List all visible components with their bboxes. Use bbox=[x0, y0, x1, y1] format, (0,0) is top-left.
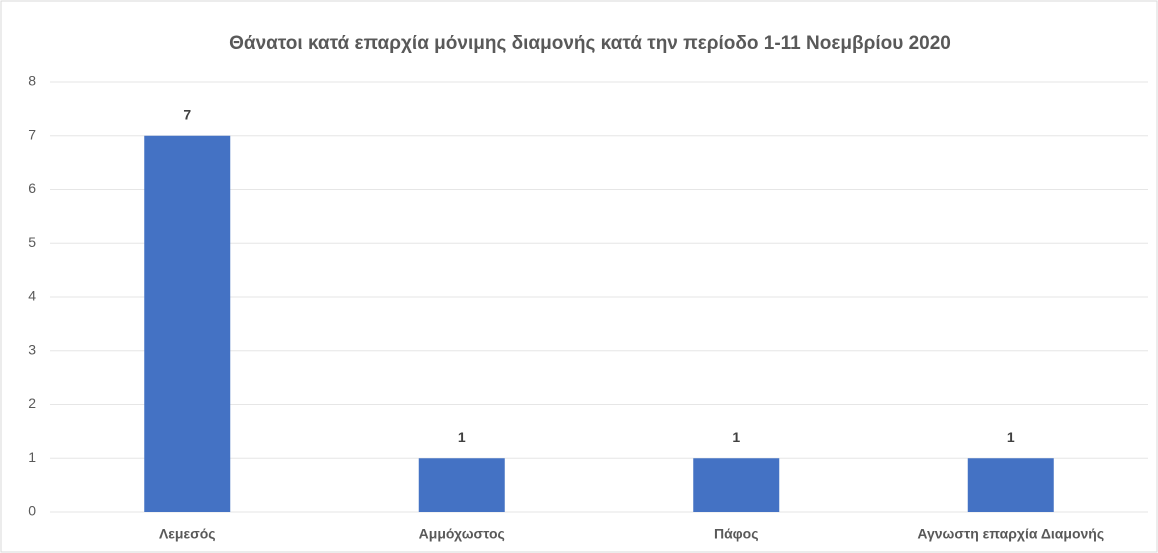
y-tick-label: 8 bbox=[28, 73, 36, 89]
data-label: 1 bbox=[1007, 429, 1015, 445]
y-tick-label: 2 bbox=[28, 395, 36, 411]
y-tick-label: 6 bbox=[28, 180, 36, 196]
data-label: 1 bbox=[732, 429, 740, 445]
y-tick-label: 3 bbox=[28, 341, 36, 357]
bar bbox=[693, 458, 780, 512]
y-tick-label: 0 bbox=[28, 503, 36, 519]
y-tick-label: 1 bbox=[28, 449, 36, 465]
y-tick-label: 5 bbox=[28, 234, 36, 250]
bar bbox=[967, 458, 1054, 512]
x-tick-label: Λεμεσός bbox=[159, 526, 216, 542]
x-tick-label: Πάφος bbox=[714, 526, 759, 542]
chart-title: Θάνατοι κατά επαρχία μόνιμης διαμονής κα… bbox=[229, 33, 951, 54]
y-tick-label: 7 bbox=[28, 126, 36, 142]
bar bbox=[144, 135, 231, 512]
data-label: 7 bbox=[183, 106, 191, 122]
y-tick-label: 4 bbox=[28, 288, 36, 304]
bar bbox=[418, 458, 505, 512]
x-tick-label: Αγνωστη επαρχία Διαμονής bbox=[917, 526, 1104, 542]
data-label: 1 bbox=[458, 429, 466, 445]
x-tick-label: Αμμόχωστος bbox=[419, 526, 505, 542]
